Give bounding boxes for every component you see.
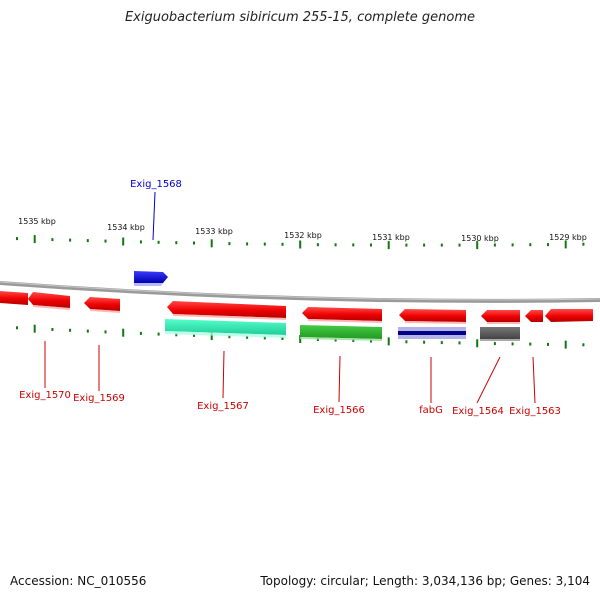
tick-row-upper — [16, 235, 585, 250]
gene-exig-1568[interactable] — [134, 271, 168, 286]
cog-bar-exig-1564 — [480, 327, 520, 341]
gene-exig-1564[interactable] — [481, 310, 520, 324]
gene-fabg[interactable] — [399, 309, 466, 324]
gene-exig-1570[interactable] — [0, 291, 28, 305]
tick-label: 1529 kbp — [549, 233, 587, 242]
gene-label-exig-1567[interactable]: Exig_1567 — [197, 401, 249, 412]
gene-exig-1563[interactable] — [525, 309, 593, 322]
gene-label-exig-1568[interactable]: Exig_1568 — [130, 179, 182, 190]
gene-exig-1570b[interactable] — [28, 292, 70, 310]
tick-label: 1533 kbp — [195, 227, 233, 236]
tick-label: 1532 kbp — [284, 231, 322, 240]
tick-label: 1535 kbp — [18, 217, 56, 226]
gene-label-fabg[interactable]: fabG — [419, 405, 443, 416]
accession-text: Accession: NC_010556 — [10, 574, 147, 588]
gene-label-exig-1566[interactable]: Exig_1566 — [313, 405, 365, 416]
label-leaders — [44, 191, 536, 404]
gene-label-exig-1570[interactable]: Exig_1570 — [19, 390, 71, 401]
gene-exig-1569[interactable] — [84, 297, 120, 313]
tick-labels: 1535 kbp 1534 kbp 1533 kbp 1532 kbp 1531… — [18, 217, 587, 243]
tick-label: 1531 kbp — [372, 233, 410, 242]
gene-label-exig-1563[interactable]: Exig_1563 — [509, 406, 561, 417]
cog-bar-exig-1567 — [165, 319, 286, 338]
gene-exig-1567[interactable] — [167, 301, 286, 320]
genome-backbone — [0, 281, 600, 303]
gene-exig-1566[interactable] — [302, 307, 382, 323]
tick-label: 1530 kbp — [461, 234, 499, 243]
gene-label-exig-1564[interactable]: Exig_1564 — [452, 406, 504, 417]
cog-bar-fabg — [398, 327, 466, 339]
cog-bar-exig-1566 — [300, 325, 382, 341]
gene-label-exig-1569[interactable]: Exig_1569 — [73, 393, 125, 404]
tick-label: 1534 kbp — [107, 223, 145, 232]
topology-text: Topology: circular; Length: 3,034,136 bp… — [260, 574, 590, 588]
genome-title: Exiguobacterium sibiricum 255-15, comple… — [124, 10, 476, 25]
